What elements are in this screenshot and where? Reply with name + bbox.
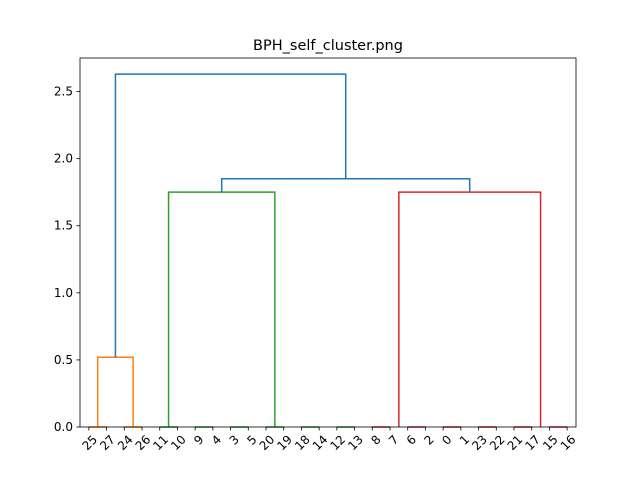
y-axis: 0.0 0.5 1.0 1.5 2.0 2.5: [54, 85, 80, 434]
leaf-label: 13: [345, 432, 366, 453]
leaf-label: 7: [386, 432, 401, 447]
leaf-label: 8: [368, 432, 383, 447]
dendrogram-link: [220, 178, 471, 193]
plot-frame: [79, 57, 577, 428]
leaf-label: 4: [209, 432, 224, 447]
leaf-label: 10: [168, 432, 189, 453]
dendrogram-link: [114, 73, 347, 358]
y-tick-label: 0.0: [54, 420, 73, 434]
y-tick-label: 2.5: [54, 85, 73, 99]
leaf-label: 2: [421, 432, 436, 447]
dendrogram-link: [167, 191, 276, 427]
y-tick-label: 1.5: [54, 219, 73, 233]
y-tick-label: 1.0: [54, 286, 73, 300]
leaf-label: 9: [191, 432, 206, 447]
dendrogram-link: [96, 356, 134, 427]
leaf-label: 0: [439, 432, 454, 447]
y-tick-label: 0.5: [54, 353, 73, 367]
chart-title: BPH_self_cluster.png: [253, 38, 403, 54]
dendrogram-links: [88, 73, 568, 428]
leaf-label: 1: [457, 432, 472, 447]
leaf-label: 16: [558, 432, 579, 453]
leaf-label: 3: [227, 432, 242, 447]
leaf-label: 6: [404, 432, 419, 447]
y-tick-label: 2.0: [54, 152, 73, 166]
leaf-label: 5: [244, 432, 259, 447]
dendrogram-link: [398, 191, 542, 427]
